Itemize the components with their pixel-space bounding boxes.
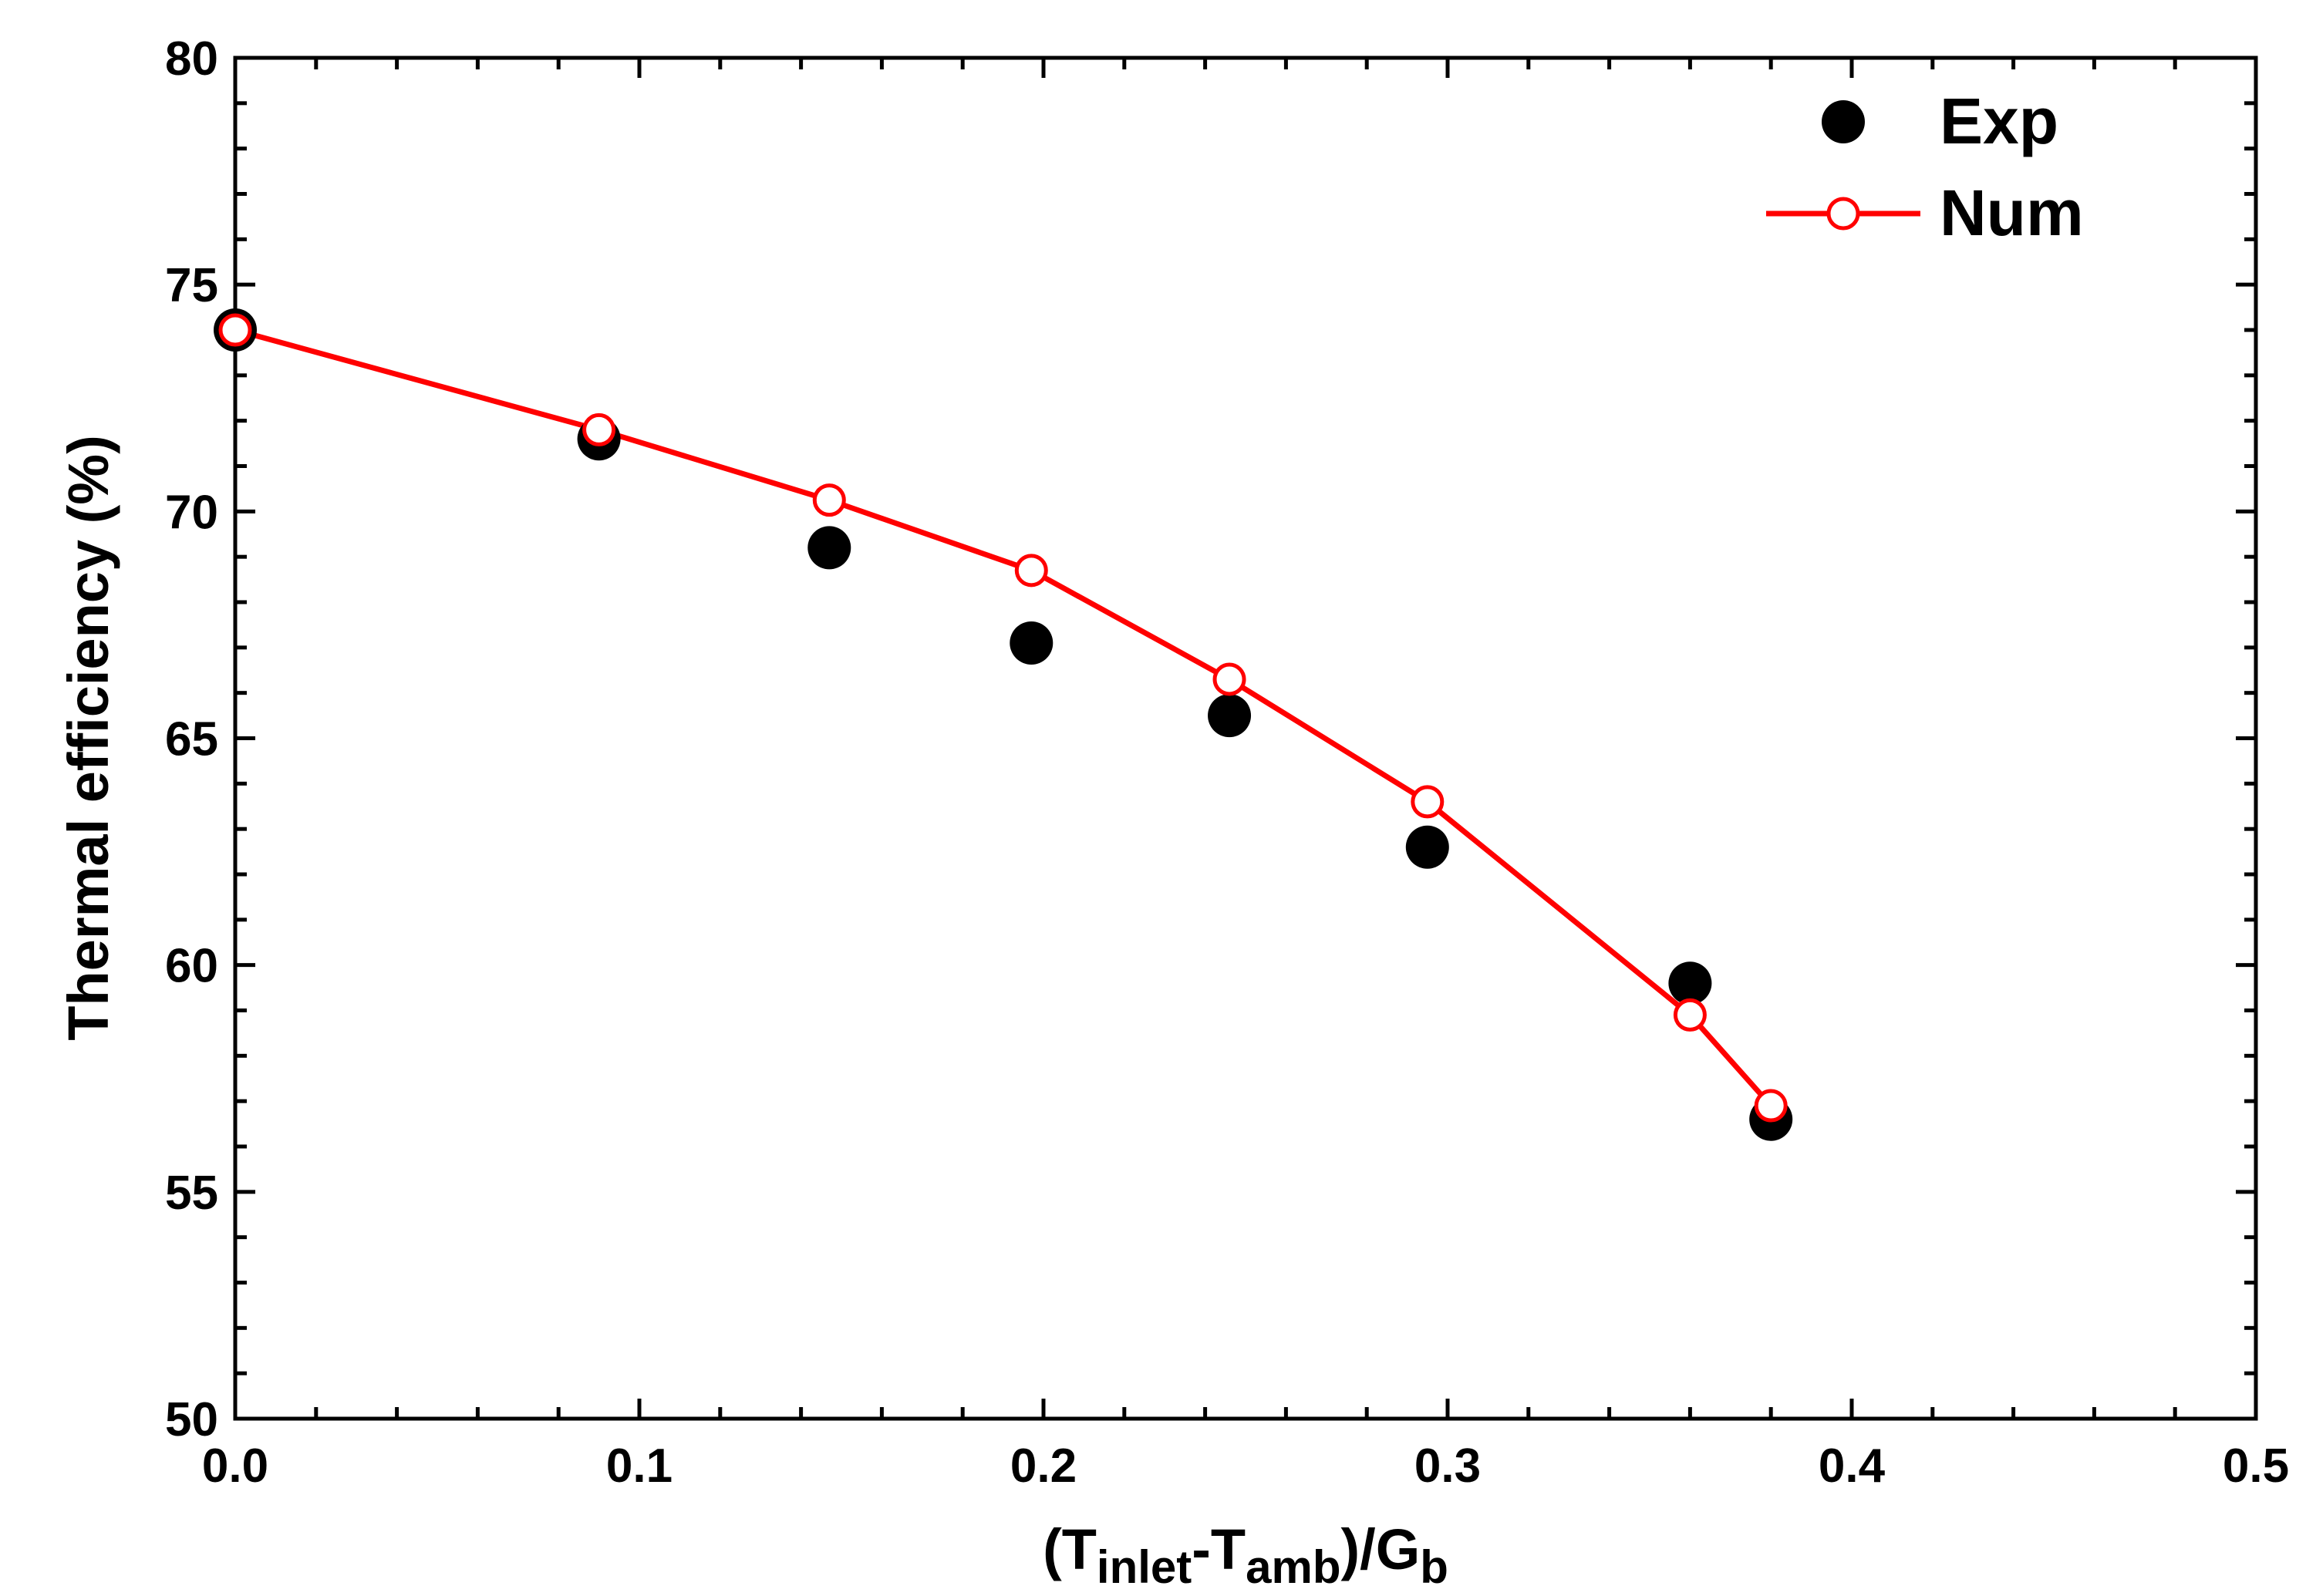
y-tick-label: 70: [165, 486, 218, 539]
num-point: [1212, 662, 1246, 696]
num-point: [1411, 785, 1445, 819]
exp-point: [1208, 694, 1252, 738]
legend-num-marker: [1826, 197, 1860, 231]
x-title-prefix: (T: [1043, 1517, 1097, 1581]
series-num: [234, 327, 1773, 1108]
series-exp: [214, 308, 1793, 1141]
legend-exp-marker: [1822, 100, 1865, 143]
y-axis-title: Thermal efficiency (%): [56, 435, 120, 1040]
exp-point: [1010, 621, 1054, 665]
x-title-sub-amb: amb: [1246, 1541, 1340, 1593]
x-tick-label: 0.5: [2223, 1439, 2289, 1493]
y-tick-label: 55: [165, 1167, 218, 1220]
num-point: [812, 483, 846, 517]
y-tick-label: 60: [165, 940, 218, 993]
num-point: [1014, 554, 1048, 588]
num-point: [1673, 998, 1707, 1032]
legend-num-label: Num: [1940, 177, 2084, 249]
x-title-sub-b: b: [1420, 1541, 1448, 1593]
exp-point: [1668, 961, 1712, 1005]
legend-exp-label: Exp: [1940, 85, 2058, 157]
axis-ticks: [233, 56, 2258, 1421]
num-line: [234, 327, 1773, 1108]
x-title-sub-inlet: inlet: [1097, 1541, 1192, 1593]
num-point: [218, 313, 252, 347]
y-tick-label: 65: [165, 713, 218, 766]
num-point: [1754, 1089, 1788, 1123]
axis-tick-labels: 0.0 0.1 0.2 0.3 0.4 0.5 50 55 60 65 70 75 80: [165, 32, 2289, 1493]
y-tick-label: 80: [165, 32, 218, 86]
series-num-markers: [218, 313, 1788, 1123]
x-title-mid2: )/G: [1341, 1517, 1421, 1581]
x-tick-label: 0.2: [1010, 1439, 1077, 1493]
x-tick-label: 0.1: [606, 1439, 673, 1493]
plot-frame: [233, 56, 2258, 1421]
exp-point: [1405, 825, 1449, 869]
y-tick-label: 50: [165, 1393, 218, 1446]
x-tick-label: 0.3: [1414, 1439, 1481, 1493]
x-axis-title: (Tinlet-Tamb)/Gb: [1043, 1517, 1448, 1593]
num-point: [582, 412, 616, 446]
x-title-mid: -T: [1192, 1517, 1246, 1581]
x-tick-label: 0.4: [1819, 1439, 1886, 1493]
x-tick-label: 0.0: [202, 1439, 268, 1493]
legend: Exp Num: [1766, 85, 2084, 249]
exp-point: [807, 526, 851, 570]
y-tick-label: 75: [165, 259, 218, 312]
